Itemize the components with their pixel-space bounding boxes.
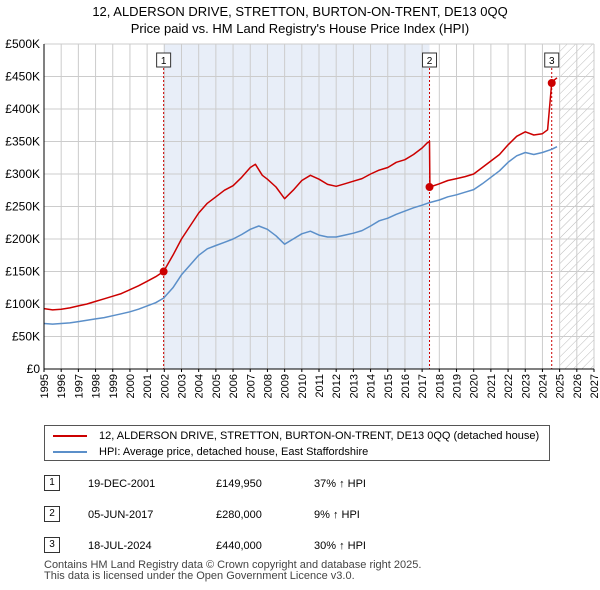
x-tick-label: 2001: [142, 374, 154, 398]
transaction-date: 18-JUL-2024: [88, 540, 152, 552]
x-tick-label: 2025: [555, 374, 567, 398]
sale-label: 1: [161, 56, 167, 67]
x-tick-label: 2027: [589, 374, 600, 398]
x-tick-label: 2013: [348, 374, 360, 398]
x-tick-label: 1997: [73, 374, 85, 398]
transaction-hpi: 37% ↑ HPI: [314, 478, 366, 490]
legend-hpi-label: HPI: Average price, detached house, East…: [99, 446, 369, 458]
footer: Contains HM Land Registry data © Crown c…: [44, 560, 421, 582]
x-tick-label: 2014: [366, 374, 378, 398]
footer-license: This data is licensed under the Open Gov…: [44, 570, 355, 582]
x-tick-label: 2000: [125, 374, 137, 398]
y-tick-label: £350K: [5, 135, 40, 149]
x-tick-label: 2020: [469, 374, 481, 398]
x-tick-label: 2012: [331, 374, 343, 398]
x-tick-label: 2003: [177, 374, 189, 398]
x-tick-label: 2019: [452, 374, 464, 398]
sale-label-box: [156, 52, 172, 68]
y-tick-label: £200K: [5, 232, 40, 246]
y-tick-label: £500K: [5, 37, 40, 51]
x-tick-label: 1999: [108, 374, 120, 398]
sale-label-box: [422, 52, 438, 68]
y-tick-label: £150K: [5, 265, 40, 279]
x-tick-label: 2011: [314, 374, 326, 398]
y-tick-label: £100K: [5, 297, 40, 311]
transaction-number: 3: [44, 537, 60, 553]
transaction-price: £149,950: [216, 478, 262, 490]
x-tick-label: 2005: [211, 374, 223, 398]
property-price-line: [44, 77, 558, 311]
y-tick-label: £450K: [5, 70, 40, 84]
x-tick-label: 2023: [520, 374, 532, 398]
legend-property-label: 12, ALDERSON DRIVE, STRETTON, BURTON-ON-…: [99, 430, 540, 442]
x-tick-label: 1995: [39, 374, 51, 398]
transaction-number: 2: [44, 506, 60, 522]
y-tick-label: £50K: [12, 330, 40, 344]
legend-property-line: [53, 435, 87, 437]
x-tick-label: 2022: [503, 374, 515, 398]
x-tick-label: 2006: [228, 374, 240, 398]
y-tick-label: £300K: [5, 167, 40, 181]
title-subtitle: Price paid vs. HM Land Registry's House …: [130, 21, 470, 36]
sale-point: [547, 79, 556, 87]
x-tick-label: 1996: [56, 374, 68, 398]
x-tick-label: 2017: [417, 374, 429, 398]
x-tick-label: 2009: [280, 374, 292, 398]
x-tick-label: 2004: [194, 374, 206, 398]
transaction-hpi: 30% ↑ HPI: [314, 540, 366, 552]
transaction-price: £440,000: [216, 540, 262, 552]
x-tick-label: 2002: [159, 374, 171, 398]
y-tick-label: £0: [27, 362, 41, 376]
x-tick-label: 1998: [91, 374, 103, 398]
x-tick-label: 2018: [434, 374, 446, 398]
legend: 12, ALDERSON DRIVE, STRETTON, BURTON-ON-…: [44, 425, 550, 461]
x-tick-label: 2008: [262, 374, 274, 398]
x-tick-label: 2026: [572, 374, 584, 398]
transaction-date: 19-DEC-2001: [88, 478, 156, 490]
sale-label: 3: [549, 56, 555, 67]
sale-point: [425, 183, 434, 191]
footer-copyright: Contains HM Land Registry data © Crown c…: [44, 559, 422, 571]
x-tick-label: 2010: [297, 374, 309, 398]
x-tick-label: 2016: [400, 374, 412, 398]
transaction-hpi: 9% ↑ HPI: [314, 509, 360, 521]
sale-label: 2: [427, 56, 433, 67]
title-address: 12, ALDERSON DRIVE, STRETTON, BURTON-ON-…: [92, 4, 508, 19]
sale-label-box: [544, 52, 560, 68]
x-tick-label: 2007: [245, 374, 257, 398]
x-tick-label: 2024: [537, 374, 549, 398]
x-tick-label: 2015: [383, 374, 395, 398]
transaction-price: £280,000: [216, 509, 262, 521]
x-tick-label: 2021: [486, 374, 498, 398]
transaction-number: 1: [44, 475, 60, 491]
legend-hpi-line: [53, 451, 87, 453]
transaction-date: 05-JUN-2017: [88, 509, 154, 521]
sale-point: [159, 267, 168, 276]
hpi-line: [44, 146, 558, 325]
chart-title: 12, ALDERSON DRIVE, STRETTON, BURTON-ON-…: [0, 3, 600, 37]
y-tick-label: £400K: [5, 102, 40, 116]
price-chart: 1 2 3 £0 £50K £100K £150K £200K £250K £300K £350K…: [5, 37, 600, 398]
y-tick-label: £250K: [5, 200, 40, 214]
